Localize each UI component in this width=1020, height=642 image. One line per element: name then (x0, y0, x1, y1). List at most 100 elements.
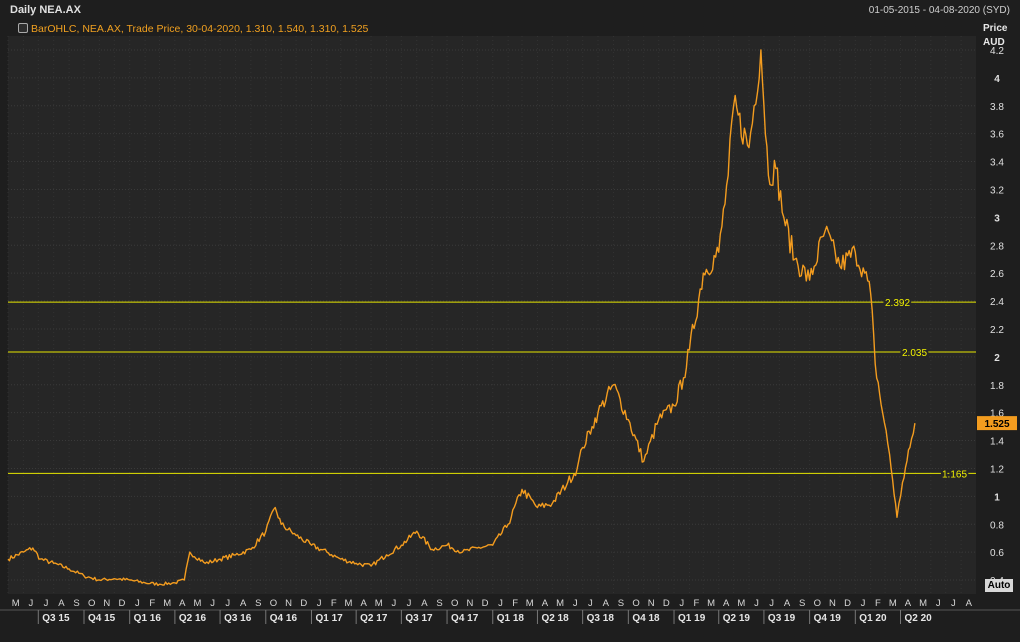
y-tick-label: 1.8 (990, 381, 1004, 392)
x-month-label: J (407, 598, 412, 609)
x-month-label: M (737, 598, 745, 609)
x-month-label: A (905, 598, 912, 609)
plot-area[interactable] (8, 36, 976, 594)
auto-scale-button[interactable]: Auto (985, 579, 1013, 592)
y-tick-label: 3.4 (990, 158, 1004, 169)
x-month-label: J (573, 598, 578, 609)
x-month-label: M (12, 598, 20, 609)
x-month-label: S (799, 598, 805, 609)
x-month-label: A (58, 598, 65, 609)
x-month-label: M (556, 598, 564, 609)
x-quarter-label: Q3 18 (587, 613, 615, 624)
x-month-label: N (285, 598, 292, 609)
x-quarter-label: Q3 16 (224, 613, 252, 624)
legend[interactable]: BarOHLC, NEA.AX, Trade Price, 30-04-2020… (18, 23, 368, 35)
x-quarter-label: Q1 16 (134, 613, 162, 624)
x-month-label: M (194, 598, 202, 609)
y-tick-label: 1.6 (990, 409, 1004, 420)
x-month-label: J (679, 598, 684, 609)
x-month-label: D (482, 598, 489, 609)
y-tick-label: 1.4 (990, 437, 1004, 448)
x-month-label: N (648, 598, 655, 609)
x-month-label: J (861, 598, 866, 609)
last-price-badge-bg (977, 416, 1017, 431)
legend-icon[interactable] (18, 23, 28, 33)
x-month-label: M (707, 598, 715, 609)
x-month-label: A (603, 598, 610, 609)
x-month-label: D (119, 598, 126, 609)
x-month-label: J (225, 598, 230, 609)
x-quarter-label: Q1 18 (497, 613, 525, 624)
y-tick-label: 3.8 (990, 102, 1004, 113)
date-range: 01-05-2015 - 04-08-2020 (SYD) (868, 5, 1010, 16)
x-month-label: J (769, 598, 774, 609)
x-month-label: N (103, 598, 110, 609)
x-month-label: J (135, 598, 140, 609)
horizontal-lines: 2.392 2.035 1.165 (8, 296, 976, 482)
last-price-badge: 1.525 (977, 416, 1017, 431)
x-month-label: M (163, 598, 171, 609)
x-quarter-label: Q2 20 (905, 613, 933, 624)
x-month-label: M (919, 598, 927, 609)
x-month-label: A (179, 598, 186, 609)
x-quarter-label: Q4 16 (270, 613, 298, 624)
x-month-label: M (375, 598, 383, 609)
y-tick-label: 2.6 (990, 269, 1004, 280)
x-month-label: A (966, 598, 973, 609)
x-quarter-label: Q1 20 (859, 613, 887, 624)
x-month-label: J (44, 598, 49, 609)
x-quarter-label: Q4 15 (88, 613, 116, 624)
x-month-label: A (421, 598, 428, 609)
x-quarter-label: Q3 17 (405, 613, 433, 624)
x-month-label: A (240, 598, 247, 609)
x-quarter-label: Q3 19 (768, 613, 796, 624)
x-quarter-label: Q2 16 (179, 613, 207, 624)
grid-lines (7, 36, 976, 594)
y-axis: 0.40.60.811.21.41.61.822.22.42.62.833.23… (990, 46, 1004, 587)
x-month-label: S (73, 598, 79, 609)
x-quarter-label: Q4 18 (632, 613, 660, 624)
y-tick-label: 2.2 (990, 325, 1004, 336)
y-tick-label: 4 (994, 74, 1000, 85)
y-tick-label: 1.2 (990, 464, 1004, 475)
x-month-label: S (618, 598, 624, 609)
hline-label: 2.392 (885, 298, 910, 309)
x-month-label: M (526, 598, 534, 609)
x-month-label: D (663, 598, 670, 609)
y-tick-label: 1 (994, 492, 1000, 503)
y-tick-label: 3 (994, 213, 1000, 224)
x-month-label: J (754, 598, 759, 609)
y-tick-label: 2.4 (990, 297, 1004, 308)
x-quarter-label: Q1 17 (315, 613, 343, 624)
chart-title: Daily NEA.AX (10, 4, 81, 16)
x-month-label: N (829, 598, 836, 609)
y-tick-label: 3.2 (990, 185, 1004, 196)
currency-axis-title: AUD (983, 37, 1005, 48)
hline-label: 1.165 (942, 469, 967, 480)
x-month-label: J (210, 598, 215, 609)
x-month-label: M (345, 598, 353, 609)
x-quarter-label: Q2 18 (541, 613, 569, 624)
x-month-label: S (255, 598, 261, 609)
x-month-label: O (270, 598, 277, 609)
x-month-label: A (723, 598, 730, 609)
x-quarter-label: Q2 17 (360, 613, 388, 624)
x-month-label: J (951, 598, 956, 609)
x-month-label: N (466, 598, 473, 609)
x-month-label: J (936, 598, 941, 609)
x-month-label: O (814, 598, 821, 609)
x-month-label: F (331, 598, 337, 609)
x-month-label: J (317, 598, 322, 609)
x-month-label: D (844, 598, 851, 609)
x-quarter-label: Q4 17 (451, 613, 479, 624)
x-month-label: F (149, 598, 155, 609)
hline-label: 2.035 (902, 348, 927, 359)
x-month-label: O (632, 598, 639, 609)
x-month-label: O (88, 598, 95, 609)
x-month-label: J (392, 598, 397, 609)
y-tick-label: 3.6 (990, 130, 1004, 141)
x-month-label: J (588, 598, 593, 609)
x-quarter-label: Q2 19 (723, 613, 751, 624)
